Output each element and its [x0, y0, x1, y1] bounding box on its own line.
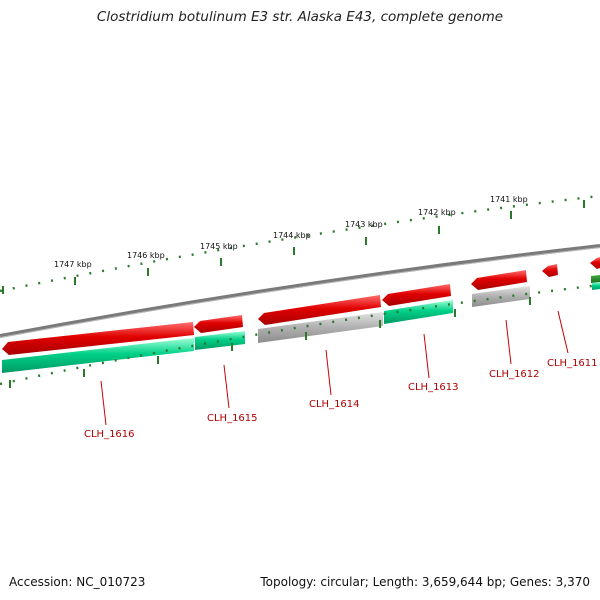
gene-label-clh-1611[interactable]: CLH_1611 [547, 358, 598, 369]
outer-tick-ring [0, 194, 600, 294]
kbp-label-1742: 1742 kbp [418, 208, 456, 217]
gene-callout-lines [100, 310, 569, 426]
kbp-label-1745: 1745 kbp [200, 242, 238, 251]
genome-title: Clostridium botulinum E3 str. Alaska E43… [96, 9, 504, 25]
kbp-label-1744: 1744 kbp [273, 231, 311, 240]
reverse-strand [2, 275, 600, 373]
accession-text: Accession: NC_010723 [9, 575, 146, 589]
cds-clh-1615-reverse[interactable] [195, 331, 245, 350]
cds-clh-1616-reverse[interactable] [2, 338, 194, 373]
kbp-label-1746: 1746 kbp [127, 251, 165, 260]
gene-label-clh-1614[interactable]: CLH_1614 [309, 399, 360, 410]
cds-clh-1614-forward[interactable] [258, 295, 381, 325]
kbp-label-1741: 1741 kbp [490, 195, 528, 204]
forward-strand [2, 257, 600, 355]
kbp-label-1747: 1747 kbp [54, 260, 92, 269]
gene-label-clh-1613[interactable]: CLH_1613 [408, 382, 459, 393]
kbp-label-1743: 1743 kbp [345, 220, 383, 229]
feature-clh-1614-gray[interactable] [258, 312, 383, 343]
cds-next-reverse[interactable] [592, 282, 600, 290]
cds-next-forward[interactable] [590, 257, 600, 269]
inner-tick-ring [0, 283, 600, 388]
gene-label-clh-1616[interactable]: CLH_1616 [84, 429, 135, 440]
genome-backbone [0, 244, 600, 338]
cds-clh-1616-forward[interactable] [2, 322, 194, 355]
feature-next-darkgreen[interactable] [591, 275, 600, 283]
cds-clh-1612-forward[interactable] [471, 270, 527, 290]
cds-clh-1611-forward[interactable] [542, 264, 558, 277]
cds-clh-1613-forward[interactable] [382, 284, 451, 306]
cds-clh-1615-forward[interactable] [194, 315, 243, 333]
gene-label-clh-1612[interactable]: CLH_1612 [489, 369, 540, 380]
genome-stats-text: Topology: circular; Length: 3,659,644 bp… [260, 575, 590, 589]
gene-label-clh-1615[interactable]: CLH_1615 [207, 413, 258, 424]
